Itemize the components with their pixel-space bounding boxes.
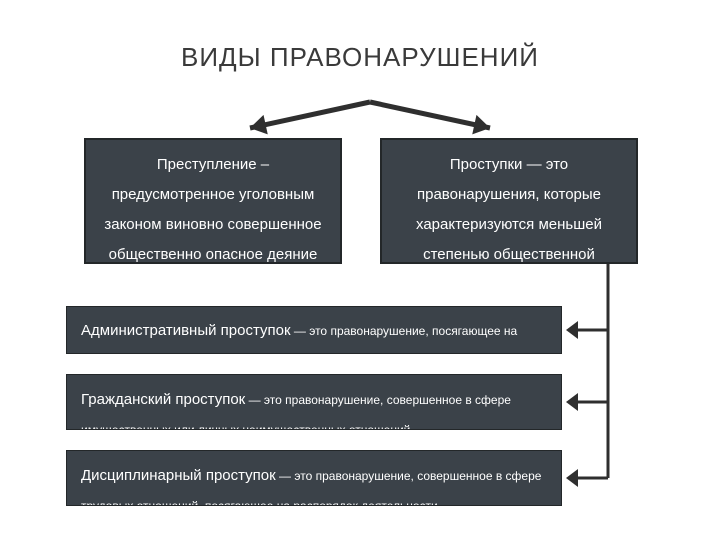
box-disc-term: Дисциплинарный проступок (81, 467, 276, 484)
box-misdemeanor-text: Проступки — это правонарушения, которые … (416, 156, 602, 264)
box-disc: Дисциплинарный проступок — это правонару… (66, 450, 562, 506)
box-civil: Гражданский проступок — это правонарушен… (66, 374, 562, 430)
diagram-title: ВИДЫ ПРАВОНАРУШЕНИЙ (0, 42, 720, 73)
box-misdemeanor: Проступки — это правонарушения, которые … (380, 138, 638, 264)
box-admin-term: Административный проступок (81, 322, 291, 339)
box-civil-term: Гражданский проступок (81, 391, 245, 408)
box-crime: Преступление – предусмотренное уголовным… (84, 138, 342, 264)
diagram-canvas: ВИДЫ ПРАВОНАРУШЕНИЙ Преступление – преду… (0, 0, 720, 540)
box-crime-text: Преступление – предусмотренное уголовным… (104, 156, 321, 264)
box-admin: Административный проступок — это правона… (66, 306, 562, 354)
